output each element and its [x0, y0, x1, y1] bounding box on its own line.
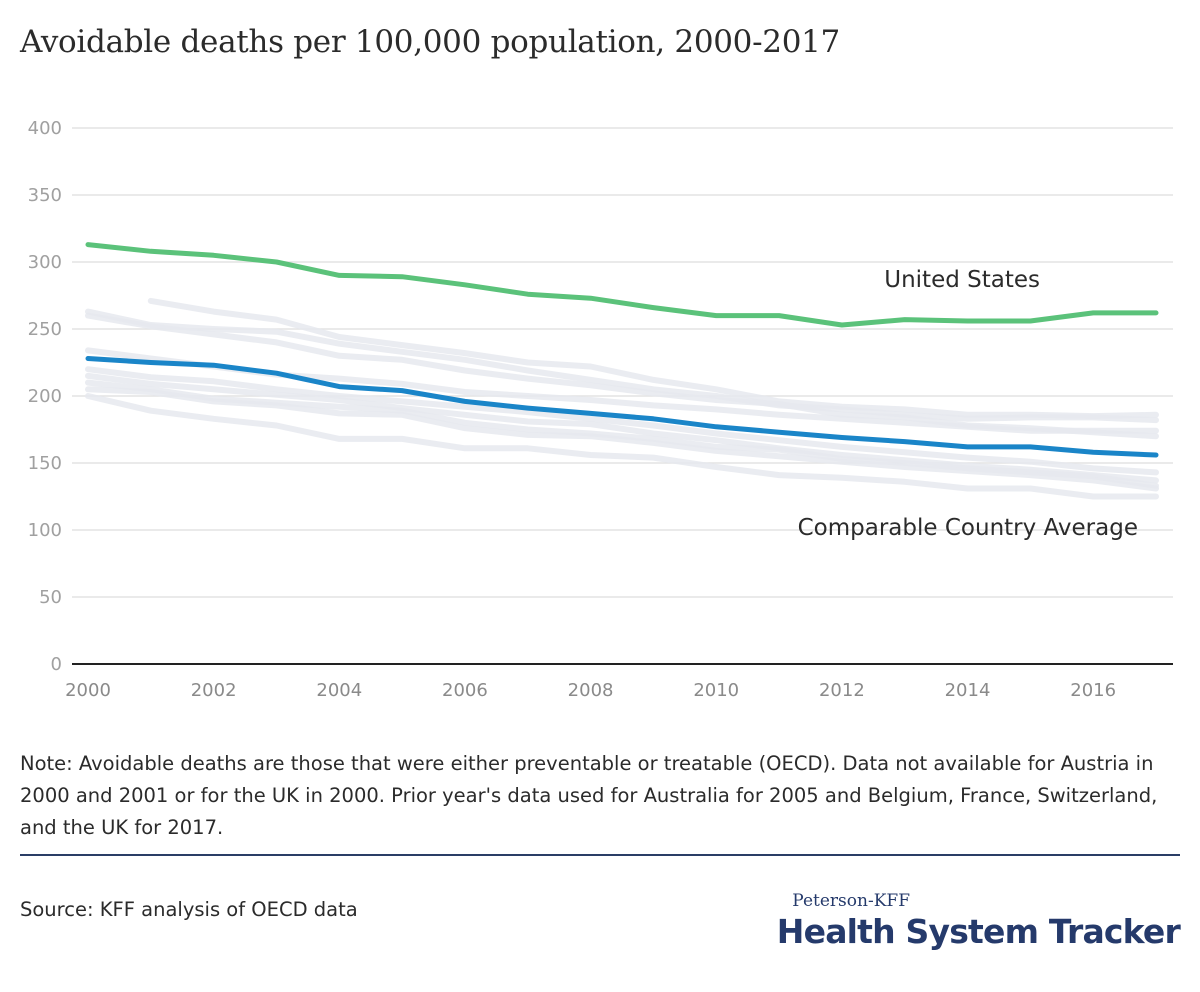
x-tick-label: 2010: [693, 680, 739, 701]
comparable-country-lines: [85, 297, 1159, 500]
y-tick-label: 50: [39, 587, 62, 608]
x-tick-label: 2002: [191, 680, 237, 701]
x-tick-label: 2004: [316, 680, 362, 701]
x-tick-label: 2012: [819, 680, 865, 701]
brand-logo: Health System Tracker: [776, 912, 1181, 951]
country-line: [85, 393, 1159, 500]
divider: [20, 854, 1180, 856]
series-labels: United States Comparable Country Average: [798, 267, 1138, 541]
chart-title: Avoidable deaths per 100,000 population,…: [20, 24, 840, 60]
y-tick-label: 350: [28, 185, 62, 206]
country-line: [85, 308, 1159, 424]
y-tick-label: 300: [28, 252, 62, 273]
x-tick-label: 2000: [65, 680, 111, 701]
gridlines: [72, 127, 1173, 665]
united-states-line: [85, 242, 1159, 328]
y-tick-label: 250: [28, 319, 62, 340]
y-tick-label: 150: [28, 453, 62, 474]
country-line: [85, 386, 1159, 492]
highlighted-lines: [85, 242, 1159, 458]
country-line: [147, 297, 1159, 420]
x-tick-label: 2014: [945, 680, 991, 701]
x-tick-label: 2006: [442, 680, 488, 701]
brand-subtitle: Peterson-KFF: [792, 891, 910, 911]
x-axis-ticks: 2000 2002 2004 2006 2008 2010 2012 2014 2016: [65, 680, 1116, 701]
x-tick-label: 2016: [1070, 680, 1116, 701]
chart-note: Note: Avoidable deaths are those that we…: [20, 752, 1158, 839]
chart-source: Source: KFF analysis of OECD data: [20, 898, 358, 921]
comparable-average-line: [85, 356, 1159, 458]
y-tick-label: 0: [51, 654, 62, 675]
comparable-average-label: Comparable Country Average: [798, 515, 1138, 541]
y-tick-label: 100: [28, 520, 62, 541]
y-axis-ticks: 0 50 100 150 200 250 300 350 400: [28, 118, 62, 675]
country-line: [85, 366, 1159, 476]
y-tick-label: 400: [28, 118, 62, 139]
united-states-label: United States: [884, 267, 1040, 293]
y-tick-label: 200: [28, 386, 62, 407]
x-tick-label: 2008: [568, 680, 614, 701]
